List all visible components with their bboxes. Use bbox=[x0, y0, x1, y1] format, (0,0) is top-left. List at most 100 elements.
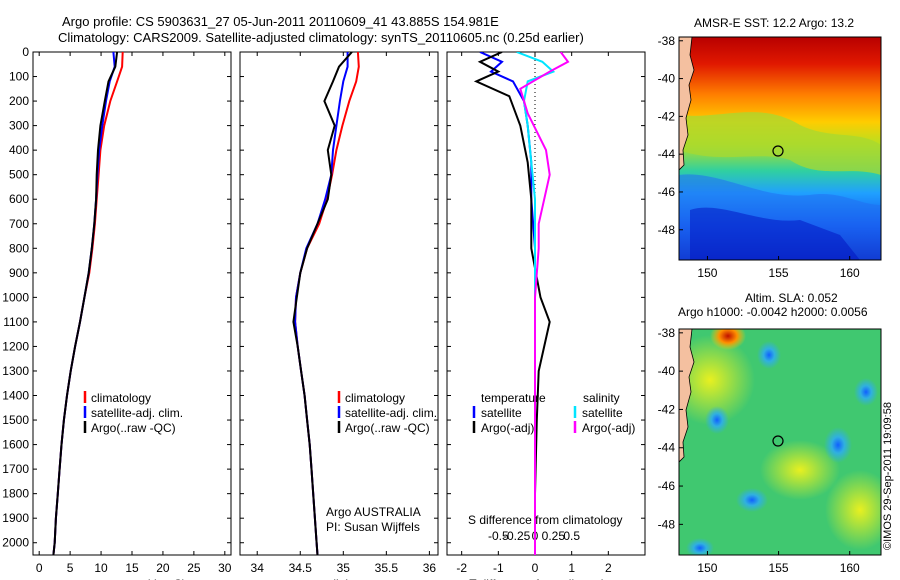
temperature-line-climatology bbox=[52, 52, 124, 555]
difference-xtick-label: -1 bbox=[493, 561, 504, 575]
depth-tick-label: 1700 bbox=[2, 462, 29, 476]
sla-map-ticks: 150 155 160 -38 -40 -42 -44 -46 -48 bbox=[658, 326, 860, 575]
difference-xtick-label: 2 bbox=[605, 561, 612, 575]
difference-top-tick-label: -0.25 bbox=[503, 529, 531, 543]
legend-heading-temperature: temperature bbox=[481, 391, 546, 405]
depth-tick-label: 1400 bbox=[2, 389, 29, 403]
imos-watermark: ©IMOS 29-Sep-2011 19:09:58 bbox=[882, 402, 894, 550]
salinity-line-climatology bbox=[294, 52, 360, 555]
difference-xtick-label: 0 bbox=[532, 561, 539, 575]
difference-legend: temperature satellite Argo(-adj) salinit… bbox=[472, 391, 635, 435]
temperature-xtick-label: 30 bbox=[218, 561, 232, 575]
salinity-series bbox=[292, 52, 360, 555]
map-lat-label: -44 bbox=[658, 147, 676, 161]
depth-tick-label: 500 bbox=[9, 168, 29, 182]
figure-title: Argo profile: CS 5903631_27 05-Jun-2011 … bbox=[62, 14, 499, 29]
difference-series bbox=[473, 52, 570, 555]
difference-xtick-label: 1 bbox=[568, 561, 575, 575]
map-lat-label: -40 bbox=[658, 364, 676, 378]
map-lon-label: 155 bbox=[769, 266, 789, 280]
sla-cold-eddy bbox=[686, 538, 714, 555]
sst-map-title: AMSR-E SST: 12.2 Argo: 13.2 bbox=[694, 16, 854, 30]
difference-xlabel: T difference from climatology bbox=[469, 577, 623, 580]
depth-tick-label: 700 bbox=[9, 217, 29, 231]
depth-tick-label: 400 bbox=[9, 143, 29, 157]
salinity-xtick-label: 35.5 bbox=[375, 561, 399, 575]
difference-top-tick-label: -0.5 bbox=[488, 529, 509, 543]
sla-yellow-patch bbox=[825, 470, 881, 550]
difference-line-temperature-satellite bbox=[479, 52, 536, 555]
difference-top-axis-label: S difference from climatology bbox=[468, 513, 623, 527]
depth-tick-label: 200 bbox=[9, 94, 29, 108]
sla-map bbox=[679, 329, 881, 555]
difference-line-temperature-argo-adj bbox=[473, 52, 551, 555]
depth-tick-label: 2000 bbox=[2, 536, 29, 550]
temperature-line-argo-raw-qc bbox=[52, 52, 119, 555]
difference-top-tick-label: 0.25 bbox=[542, 529, 566, 543]
salinity-xlabel: salinity bbox=[321, 577, 358, 580]
depth-tick-label: 1600 bbox=[2, 438, 29, 452]
sla-cold-eddy bbox=[736, 488, 768, 512]
salinity-axes: 34 34.5 35 35.5 36 salinity bbox=[239, 51, 439, 580]
legend-label-argo: Argo(..raw -QC) bbox=[345, 421, 430, 435]
credit-label: Argo AUSTRALIA bbox=[326, 505, 421, 519]
depth-tick-label: 1100 bbox=[3, 315, 29, 329]
sla-float-marker bbox=[772, 435, 784, 447]
temperature-frame bbox=[32, 51, 232, 556]
depth-tick-label: 100 bbox=[9, 70, 29, 84]
legend-label-satellite-adj: satellite-adj. clim. bbox=[91, 406, 183, 420]
salinity-xtick-label: 34.5 bbox=[289, 561, 313, 575]
depth-tick-label: 1200 bbox=[2, 339, 29, 353]
map-lat-label: -44 bbox=[658, 441, 676, 455]
depth-tick-label: 1900 bbox=[2, 511, 29, 525]
depth-tick-label: 0 bbox=[22, 45, 29, 59]
salinity-xtick-label: 35 bbox=[337, 561, 351, 575]
difference-xtick-label: -2 bbox=[456, 561, 467, 575]
sst-map-frame bbox=[678, 36, 882, 261]
salinity-legend: climatology satellite-adj. clim. Argo(..… bbox=[337, 391, 437, 435]
map-lat-label: -38 bbox=[658, 326, 676, 340]
temperature-xtick-label: 5 bbox=[67, 561, 74, 575]
legend-label-t-argo: Argo(-adj) bbox=[481, 421, 534, 435]
legend-label-s-satellite: satellite bbox=[582, 406, 623, 420]
pi-label: PI: Susan Wijffels bbox=[326, 520, 420, 534]
sla-yellow-patch bbox=[679, 335, 755, 425]
difference-frame bbox=[446, 51, 646, 556]
legend-label-argo: Argo(..raw -QC) bbox=[91, 421, 176, 435]
map-lon-label: 160 bbox=[840, 266, 860, 280]
sst-float-marker bbox=[772, 145, 784, 157]
sst-warm-tongue bbox=[679, 112, 881, 175]
sla-map-title-1: Altim. SLA: 0.052 bbox=[745, 291, 838, 305]
map-lon-label: 150 bbox=[697, 266, 717, 280]
salinity-line-argo-raw-qc bbox=[292, 52, 353, 555]
legend-label-climatology: climatology bbox=[345, 391, 405, 405]
sla-cold-eddy bbox=[757, 341, 781, 369]
map-lat-label: -40 bbox=[658, 72, 676, 86]
temperature-axes: 0100200300400500600700800900100011001200… bbox=[2, 45, 232, 580]
legend-heading-salinity: salinity bbox=[583, 391, 620, 405]
depth-tick-label: 600 bbox=[9, 192, 29, 206]
figure-subtitle: Climatology: CARS2009. Satellite-adjuste… bbox=[58, 30, 584, 45]
temperature-xtick-label: 15 bbox=[125, 561, 139, 575]
legend-label-s-argo: Argo(-adj) bbox=[582, 421, 635, 435]
map-lat-label: -42 bbox=[658, 109, 676, 123]
map-lon-label: 150 bbox=[697, 561, 717, 575]
difference-top-tick-label: 0.5 bbox=[563, 529, 580, 543]
temperature-xtick-label: 25 bbox=[187, 561, 201, 575]
sla-warm-eddy bbox=[710, 329, 746, 350]
map-lat-label: -46 bbox=[658, 185, 676, 199]
depth-tick-label: 300 bbox=[9, 119, 29, 133]
sst-deep-blue bbox=[690, 207, 860, 260]
temperature-xtick-label: 20 bbox=[156, 561, 170, 575]
sst-map bbox=[679, 37, 881, 260]
coastline bbox=[679, 37, 695, 171]
map-lat-label: -46 bbox=[658, 479, 676, 493]
sst-map-ticks: 150 155 160 -38 -40 -42 -44 -46 -48 bbox=[658, 34, 860, 280]
temperature-xlabel: temperature (deg C) bbox=[78, 577, 186, 580]
map-lon-label: 155 bbox=[769, 561, 789, 575]
salinity-frame bbox=[239, 51, 439, 556]
depth-tick-label: 800 bbox=[9, 241, 29, 255]
salinity-xtick-label: 34 bbox=[251, 561, 265, 575]
